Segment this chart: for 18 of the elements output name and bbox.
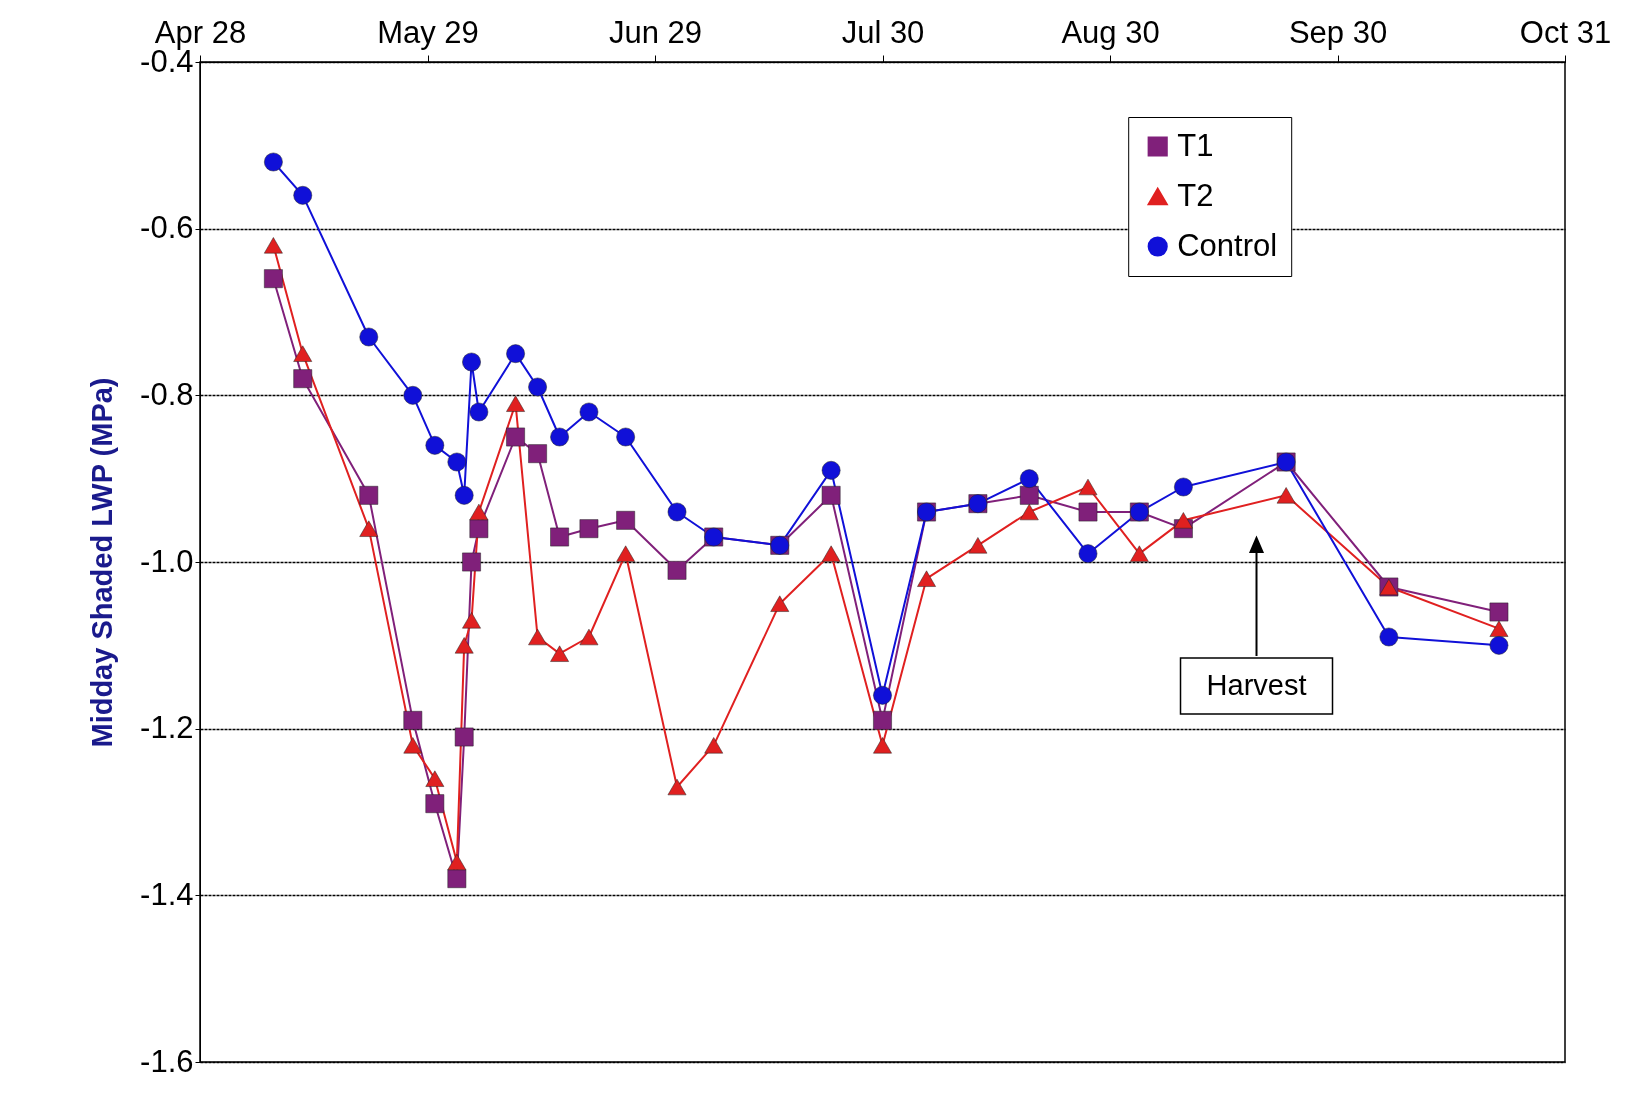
annotation: Harvest: [1206, 669, 1307, 701]
y-tick-label: -1.2: [140, 710, 194, 746]
x-tick-label: Jul 30: [841, 14, 925, 50]
x-tick-label: Jun 29: [608, 14, 703, 50]
legend-label: T1: [1177, 127, 1214, 163]
y-tick-label: -1.6: [140, 1043, 194, 1079]
x-tick-label: Oct 31: [1519, 14, 1612, 50]
legend-label: Control: [1177, 227, 1278, 263]
y-tick-label: -1.0: [140, 543, 194, 579]
y-tick-label: -0.6: [140, 210, 194, 246]
y-tick-label: -0.8: [140, 376, 194, 412]
x-tick-label: Apr 28: [154, 14, 247, 50]
x-tick-label: May 29: [377, 14, 479, 50]
x-tick-label: Aug 30: [1061, 14, 1160, 50]
y-axis-title: Midday Shaded LWP (MPa): [86, 377, 119, 748]
legend-label: T2: [1177, 177, 1214, 213]
y-tick-label: -1.4: [140, 876, 194, 912]
x-tick-label: Sep 30: [1288, 14, 1388, 50]
